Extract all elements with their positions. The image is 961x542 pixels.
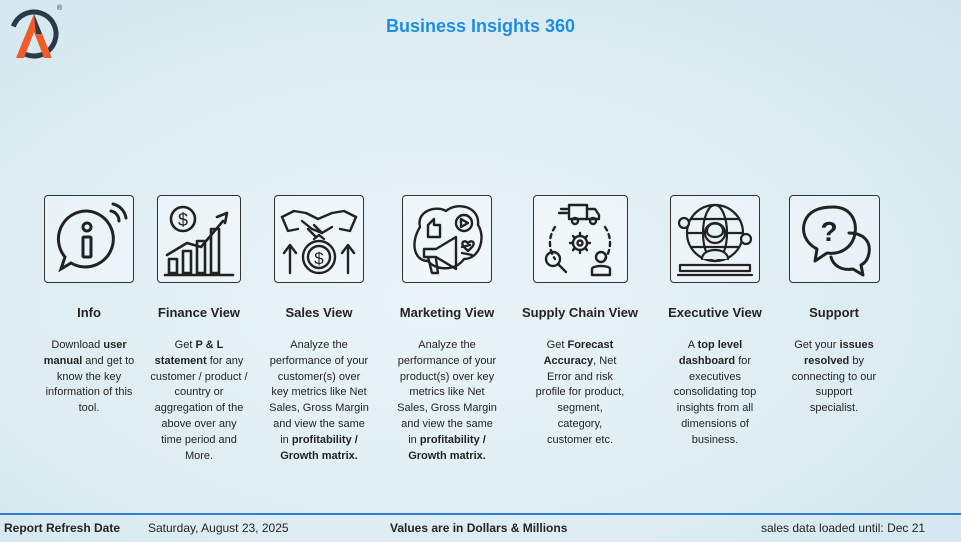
marketing-tile-icon-box[interactable] — [402, 195, 492, 283]
tile-title: Info — [77, 305, 101, 320]
description-text: by connecting to our support specialist. — [791, 354, 877, 415]
tile-description: Get your issues resolved by connecting t… — [791, 338, 877, 417]
supply-chain-icon — [544, 203, 612, 277]
tile-sales-view[interactable]: $ Sales View Analyze the performance of … — [268, 195, 370, 485]
description-emphasis: profitability / Growth matrix. — [408, 433, 486, 462]
tile-support[interactable]: ? Support Get your issues resolved by co… — [784, 195, 884, 485]
footer-divider — [0, 513, 961, 515]
tile-supply-chain-view[interactable]: Supply Chain View Get Forecast Accuracy,… — [515, 195, 645, 485]
marketing-megaphone-icon — [413, 205, 483, 275]
sales-handshake-icon: $ — [280, 209, 358, 275]
tile-finance-view[interactable]: $ Finance View Get P & L statement for a… — [149, 195, 249, 485]
description-emphasis: issues resolved — [804, 339, 874, 367]
description-text: Analyze the performance of your customer… — [269, 339, 369, 446]
finance-chart-icon: $ — [163, 205, 235, 277]
support-tile-icon-box[interactable]: ? — [788, 195, 880, 283]
tile-title: Finance View — [157, 305, 241, 320]
tile-description: Analyze the performance of your product(… — [397, 338, 497, 464]
support-chat-icon: ? — [802, 205, 871, 277]
tile-title: Support — [809, 305, 859, 320]
tile-description: Download user manual and get to know the… — [42, 338, 136, 417]
description-emphasis: P & L statement — [154, 339, 224, 367]
description-text: for any customer / product / country or … — [150, 354, 248, 462]
tile-description: Analyze the performance of your customer… — [269, 338, 369, 464]
description-text: Download — [51, 339, 104, 351]
description-emphasis: profitability / Growth matrix. — [280, 433, 358, 462]
description-emphasis: top level dashboard — [678, 339, 743, 367]
description-text: and get to know the key information of t… — [45, 354, 135, 415]
registered-mark: ® — [57, 5, 63, 12]
tile-title: Executive View — [668, 305, 762, 320]
description-emphasis: Forecast Accuracy — [543, 339, 614, 367]
description-emphasis: user manual — [43, 339, 127, 367]
tile-description: Get P & L statement for any customer / p… — [150, 338, 248, 464]
tile-title: Sales View — [285, 305, 353, 320]
tile-marketing-view[interactable]: Marketing View Analyze the performance o… — [391, 195, 503, 485]
units-note: Values are in Dollars & Millions — [390, 521, 568, 535]
executive-tile-icon-box[interactable] — [670, 195, 760, 283]
sales-data-loaded-until: sales data loaded until: Dec 21 — [761, 521, 926, 535]
tile-info[interactable]: Info Download user manual and get to kno… — [29, 195, 149, 485]
description-text: Get — [174, 339, 196, 351]
supply-chain-tile-icon-box[interactable] — [532, 195, 628, 283]
finance-tile-icon-box[interactable]: $ — [157, 195, 241, 283]
company-logo — [9, 9, 59, 59]
tile-executive-view[interactable]: Executive View A top level dashboard for… — [652, 195, 778, 485]
refresh-date-value: Saturday, August 23, 2025 — [148, 521, 289, 535]
description-text: Get your — [794, 339, 840, 351]
info-icon — [57, 202, 128, 273]
app-title: Business Insights 360 — [385, 16, 576, 36]
executive-globe-icon — [676, 203, 754, 277]
description-text: , Net Error and risk profile for product… — [535, 354, 625, 446]
sales-tile-icon-box[interactable]: $ — [274, 195, 364, 283]
tile-title: Marketing View — [399, 305, 495, 320]
description-text: Analyze the performance of your product(… — [397, 339, 497, 446]
tile-description: A top level dashboard for executives con… — [665, 338, 765, 449]
tile-description: Get Forecast Accuracy, Net Error and ris… — [534, 338, 626, 449]
description-text: for executives consolidating top insight… — [673, 354, 757, 446]
description-text: Get — [546, 339, 568, 351]
svg-text:$: $ — [314, 249, 324, 268]
info-tile-icon-box[interactable] — [44, 195, 134, 283]
svg-text:?: ? — [820, 216, 837, 247]
description-text: A — [687, 339, 698, 351]
refresh-date-label: Report Refresh Date — [4, 521, 121, 535]
tile-title: Supply Chain View — [521, 305, 639, 320]
svg-text:$: $ — [178, 210, 188, 230]
